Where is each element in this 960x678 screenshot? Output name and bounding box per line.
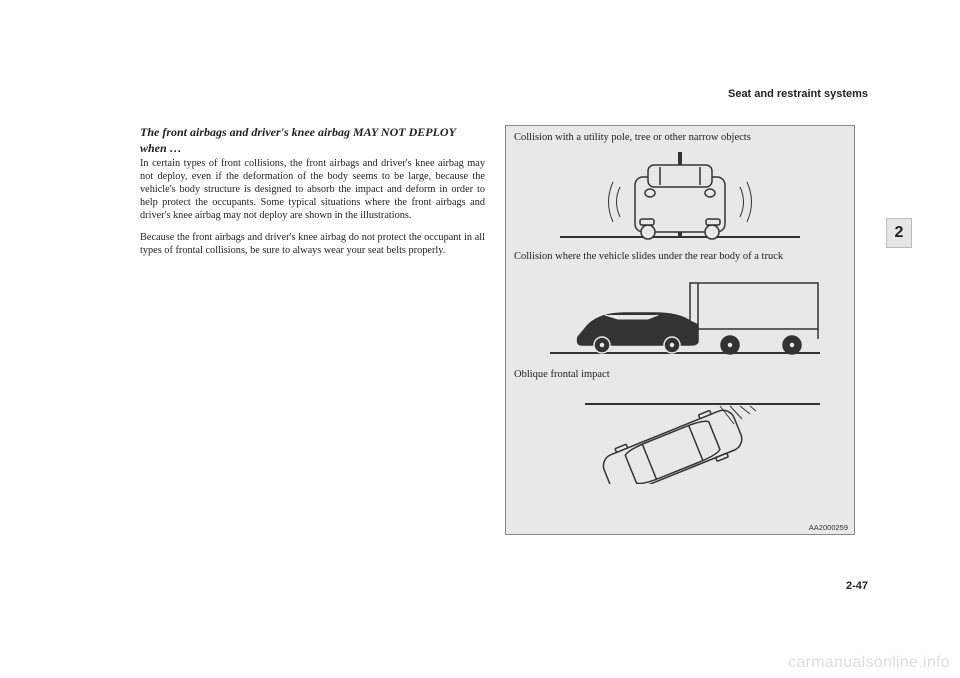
manual-page: Seat and restraint systems The front air… — [0, 0, 960, 678]
illustration-box: Collision with a utility pole, tree or o… — [505, 125, 855, 535]
illus-caption-3: Oblique frontal impact — [514, 369, 846, 382]
right-illustration-column: Collision with a utility pole, tree or o… — [505, 125, 855, 535]
truck-underride-icon — [530, 265, 830, 365]
chapter-tab: 2 — [886, 218, 912, 248]
body-paragraph-1: In certain types of front collisions, th… — [140, 158, 485, 222]
oblique-impact-icon — [530, 384, 830, 484]
pole-collision-icon — [530, 147, 830, 247]
left-text-column: The front airbags and driver's knee airb… — [140, 125, 485, 535]
body-paragraph-2: Because the front airbags and driver's k… — [140, 232, 485, 258]
illus-caption-1: Collision with a utility pole, tree or o… — [514, 132, 846, 145]
content-area: The front airbags and driver's knee airb… — [140, 125, 870, 535]
illus-caption-2: Collision where the vehicle slides under… — [514, 251, 846, 264]
header-section-title: Seat and restraint systems — [728, 88, 868, 100]
page-number: 2-47 — [846, 580, 868, 592]
illustration-code: AA2000259 — [809, 523, 848, 532]
watermark-text: carmanualsonline.info — [788, 654, 950, 672]
subsection-title: The front airbags and driver's knee airb… — [140, 125, 485, 156]
